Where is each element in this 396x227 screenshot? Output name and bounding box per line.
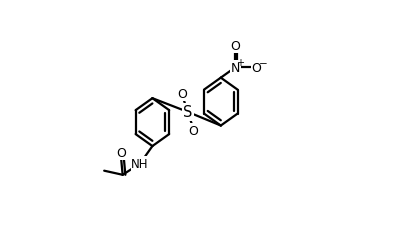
- Text: S: S: [183, 105, 192, 120]
- Text: O: O: [177, 88, 187, 101]
- Text: NH: NH: [131, 157, 149, 170]
- Text: O: O: [188, 124, 198, 137]
- Text: N: N: [230, 62, 240, 75]
- Text: O: O: [230, 40, 240, 53]
- Text: O: O: [251, 62, 261, 75]
- Text: −: −: [259, 59, 268, 69]
- Text: O: O: [116, 146, 126, 159]
- Text: +: +: [236, 58, 244, 68]
